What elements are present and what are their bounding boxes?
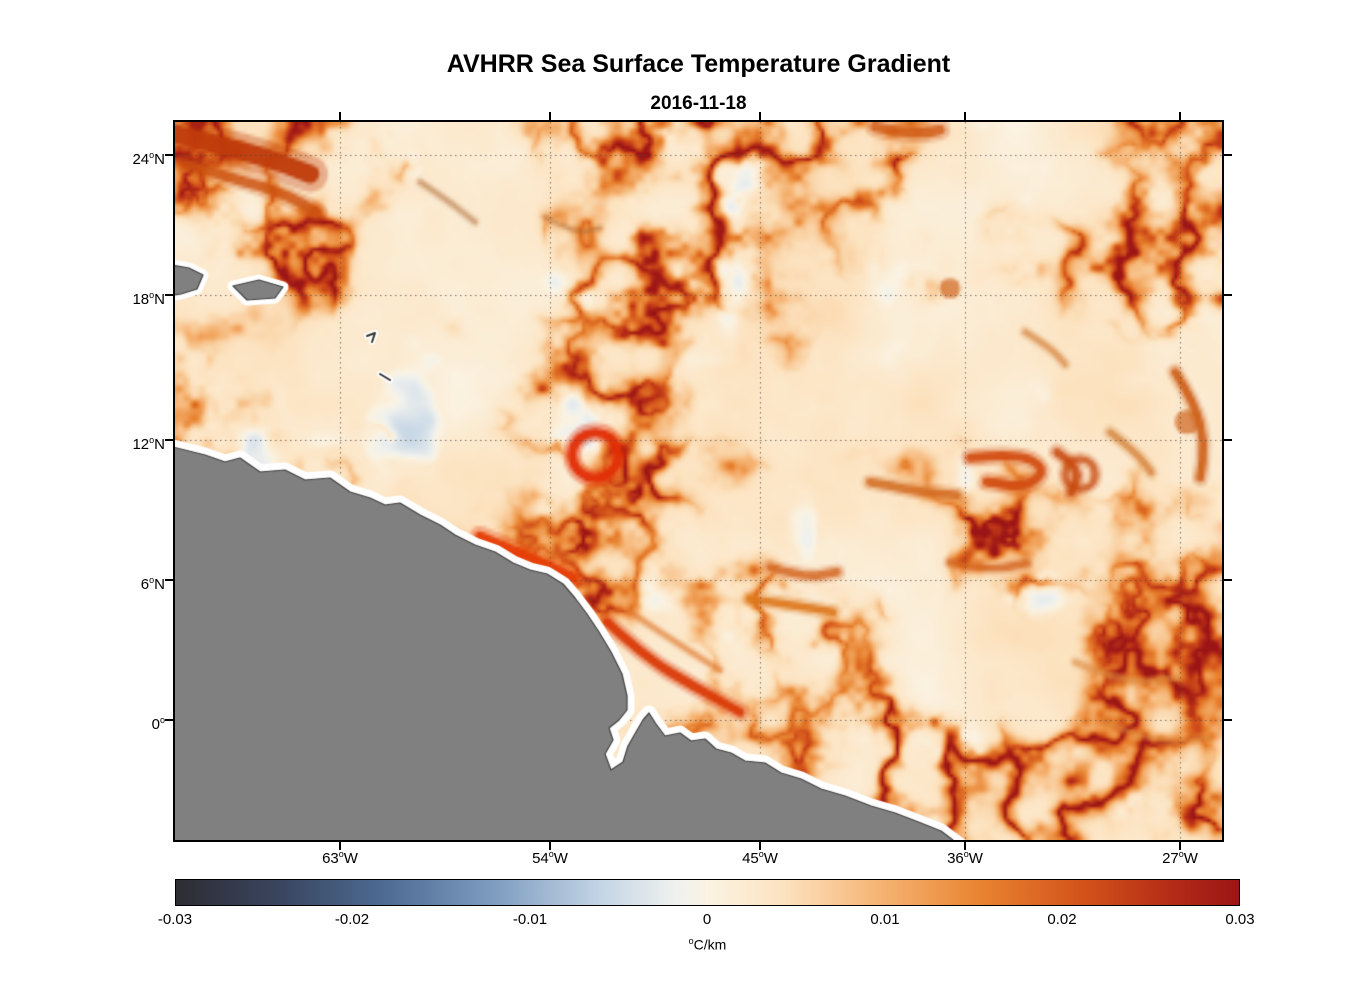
x-tick-label-63w: 63oW: [295, 849, 385, 867]
x-tick-label-45w: 45oW: [715, 849, 805, 867]
tick-value: 24: [132, 151, 150, 168]
x-tick-label-27w: 27oW: [1135, 849, 1225, 867]
axis-tick: [1224, 294, 1232, 296]
axis-tick: [1224, 439, 1232, 441]
axis-tick: [1224, 579, 1232, 581]
colorbar-tick-label: -0.02: [334, 911, 370, 928]
axis-tick: [165, 579, 173, 581]
x-tick-label-54w: 54oW: [505, 849, 595, 867]
axis-tick: [1179, 842, 1181, 850]
colorbar-tick-label: 0.02: [1047, 911, 1077, 928]
tick-value: 54: [532, 850, 549, 867]
degree-symbol: o: [338, 849, 344, 859]
chart-title: AVHRR Sea Surface Temperature Gradient: [446, 50, 951, 78]
tick-value: 6: [140, 576, 150, 593]
colorbar-gradient: [176, 880, 1239, 905]
tick-value: 45: [742, 850, 759, 867]
axis-tick: [759, 112, 761, 120]
y-tick-label-6n: 6oN: [70, 570, 165, 593]
y-tick-label-18n: 18oN: [70, 285, 165, 308]
axis-tick: [339, 842, 341, 850]
axis-tick: [964, 112, 966, 120]
chart-subtitle: 2016-11-18: [650, 93, 747, 114]
x-tick-label-36w: 36oW: [920, 849, 1010, 867]
colorbar-tick-label: -0.03: [157, 911, 193, 928]
axis-tick: [1224, 719, 1232, 721]
degree-symbol: o: [149, 575, 155, 585]
tick-value: 0: [151, 716, 160, 733]
degree-symbol: o: [159, 715, 165, 725]
colorbar-tick-label: 0.01: [870, 911, 900, 928]
colorbar-tick-label: 0.03: [1225, 911, 1255, 928]
y-tick-label-24n: 24oN: [70, 145, 165, 168]
y-tick-label-0: 0o: [70, 710, 165, 733]
hemisphere: W: [968, 850, 983, 867]
axis-tick: [165, 154, 173, 156]
hemisphere: N: [154, 436, 165, 453]
sst-gradient-canvas: [175, 122, 1222, 840]
hemisphere: W: [553, 850, 568, 867]
tick-value: 27: [1162, 850, 1179, 867]
colorbar: [175, 879, 1240, 906]
axis-tick: [549, 112, 551, 120]
axis-tick: [1224, 154, 1232, 156]
degree-symbol: o: [149, 290, 155, 300]
map-plot: [173, 120, 1224, 842]
hemisphere: W: [343, 850, 358, 867]
axis-tick: [165, 439, 173, 441]
hemisphere: N: [154, 576, 165, 593]
axis-tick: [759, 842, 761, 850]
tick-value: 12: [132, 436, 150, 453]
tick-value: 36: [947, 850, 964, 867]
tick-value: 18: [132, 291, 150, 308]
axis-tick: [165, 294, 173, 296]
degree-symbol: o: [688, 936, 694, 946]
degree-symbol: o: [758, 849, 764, 859]
axis-tick: [549, 842, 551, 850]
unit-text: C/km: [693, 936, 727, 953]
axis-tick: [964, 842, 966, 850]
degree-symbol: o: [1178, 849, 1184, 859]
colorbar-tick-label: 0: [702, 911, 712, 928]
axis-tick: [339, 112, 341, 120]
axis-tick: [1179, 112, 1181, 120]
hemisphere: N: [154, 151, 165, 168]
hemisphere: W: [763, 850, 778, 867]
degree-symbol: o: [548, 849, 554, 859]
colorbar-tick-label: -0.01: [512, 911, 548, 928]
y-tick-label-12n: 12oN: [70, 430, 165, 453]
degree-symbol: o: [149, 435, 155, 445]
hemisphere: N: [154, 291, 165, 308]
axis-tick: [165, 719, 173, 721]
tick-value: 63: [322, 850, 339, 867]
colorbar-unit-label: oC/km: [645, 936, 770, 953]
degree-symbol: o: [963, 849, 969, 859]
hemisphere: W: [1183, 850, 1198, 867]
degree-symbol: o: [149, 150, 155, 160]
